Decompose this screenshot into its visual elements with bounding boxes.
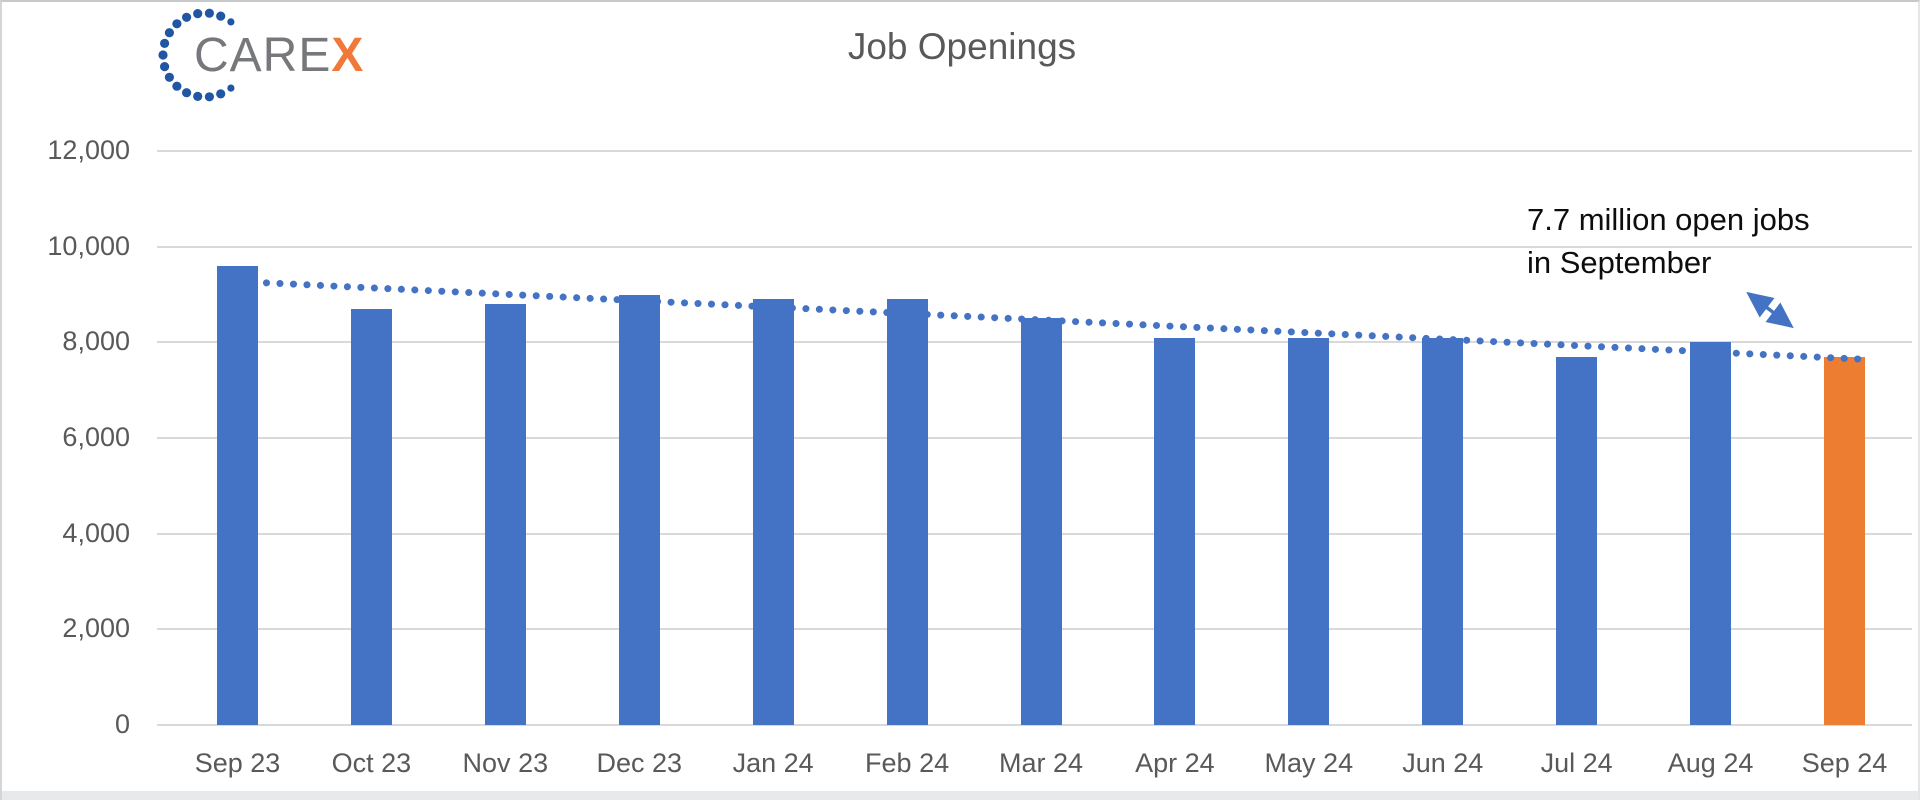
logo-text-gray: CARE: [194, 29, 332, 82]
x-axis-label-jun-24: Jun 24: [1402, 748, 1484, 778]
carex-logo: CAREX: [142, 6, 392, 106]
x-axis-label-dec-23: Dec 23: [596, 748, 683, 778]
x-axis-line: [157, 724, 1912, 726]
logo-text: CAREX: [194, 32, 364, 80]
x-axis-label-sep-23: Sep 23: [194, 748, 281, 778]
bar-sep-23: [217, 265, 258, 725]
y-axis-tick-label: 6,000: [62, 422, 130, 452]
gridline-12000: [157, 150, 1912, 152]
x-axis-label-mar-24: Mar 24: [998, 748, 1084, 778]
chart-title: Job Openings: [847, 26, 1077, 67]
x-axis-label-apr-24: Apr 24: [1135, 748, 1215, 778]
bar-sep-24: [1824, 356, 1865, 725]
x-axis-label-jan-24: Jan 24: [732, 748, 814, 778]
x-axis-label-may-24: May 24: [1264, 748, 1354, 778]
gridline-10000: [157, 245, 1912, 248]
x-axis-label-sep-24: Sep 24: [1801, 748, 1888, 778]
annotation-line2: in September: [1527, 245, 1712, 280]
y-axis-tick-label: 0: [114, 709, 130, 739]
bar-aug-24: [1690, 342, 1732, 725]
x-axis-label-jul-24: Jul 24: [1540, 748, 1613, 778]
y-axis-tick-label: 10,000: [47, 230, 130, 261]
annotation-text: 7.7 million open jobs in September: [1527, 198, 1810, 284]
bar-jan-24: [752, 299, 794, 725]
bar-nov-23: [484, 304, 526, 725]
bar-oct-23: [350, 308, 392, 725]
y-axis-tick-label: 12,000: [47, 135, 130, 165]
bar-jul-24: [1556, 356, 1598, 725]
annotation-line1: 7.7 million open jobs: [1527, 202, 1810, 237]
bottom-edge: [2, 791, 1918, 800]
bar-feb-24: [886, 299, 928, 725]
y-axis-tick-label: 2,000: [62, 613, 130, 644]
x-axis-label-aug-24: Aug 24: [1667, 748, 1754, 778]
logo-text-accent: X: [331, 29, 365, 82]
x-axis-label-oct-23: Oct 23: [331, 748, 412, 778]
bar-mar-24: [1020, 318, 1062, 725]
bar-dec-23: [618, 294, 660, 725]
x-axis-label-nov-23: Nov 23: [462, 748, 549, 778]
y-axis-tick-label: 8,000: [62, 326, 130, 357]
y-axis-tick-label: 4,000: [62, 517, 130, 548]
bar-may-24: [1288, 337, 1330, 725]
bar-apr-24: [1154, 337, 1196, 725]
logo-dots-icon: [158, 8, 235, 102]
x-axis-label-feb-24: Feb 24: [865, 748, 950, 778]
bar-jun-24: [1422, 337, 1464, 725]
